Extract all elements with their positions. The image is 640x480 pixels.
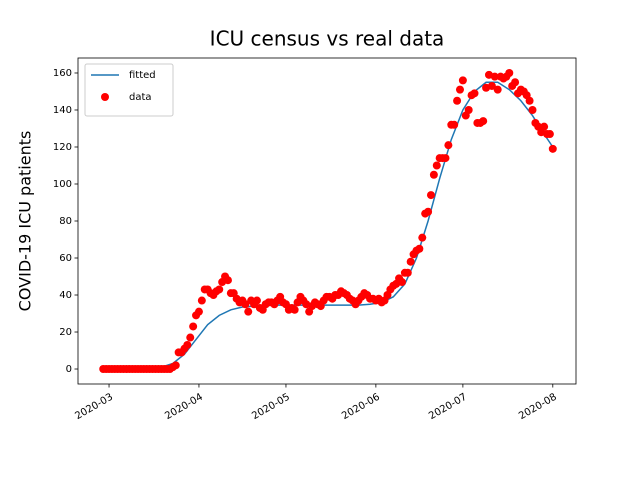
data-point <box>215 285 224 294</box>
data-point <box>406 257 415 266</box>
data-point <box>403 268 412 277</box>
data-point <box>464 105 473 114</box>
data-point <box>183 340 192 349</box>
data-point <box>525 96 534 105</box>
data-point <box>241 300 250 309</box>
legend-box <box>84 63 174 117</box>
data-point <box>415 244 424 253</box>
y-tick-label: 60 <box>59 253 72 264</box>
y-tick-label: 20 <box>59 327 72 338</box>
data-point <box>505 68 514 77</box>
data-point <box>244 307 253 316</box>
data-point <box>189 322 198 331</box>
y-tick-label: 80 <box>59 216 72 227</box>
data-point <box>441 154 450 163</box>
legend-label: data <box>129 92 152 103</box>
data-point <box>470 89 479 98</box>
y-tick-label: 40 <box>59 290 72 301</box>
legend-label: fitted <box>129 70 156 81</box>
axes-frame <box>77 57 577 385</box>
y-axis-label: COVID-19 ICU patients <box>16 131 35 312</box>
legend-marker <box>101 93 109 101</box>
data-point <box>426 191 435 200</box>
data-point <box>450 120 459 129</box>
y-tick-label: 140 <box>53 105 72 116</box>
data-point <box>252 296 261 305</box>
chart-title: ICU census vs real data <box>210 27 445 51</box>
data-point <box>197 296 206 305</box>
data-point <box>490 72 499 81</box>
data-point <box>487 81 496 90</box>
data-point <box>493 85 502 94</box>
data-point <box>540 122 549 131</box>
data-point <box>186 333 195 342</box>
data-point <box>223 276 232 285</box>
data-point <box>432 161 441 170</box>
data-point <box>171 361 180 370</box>
data-point <box>548 144 557 153</box>
y-tick-label: 0 <box>66 364 72 375</box>
data-point <box>429 170 438 179</box>
data-point <box>545 130 554 139</box>
data-point <box>455 85 464 94</box>
data-point <box>424 207 433 216</box>
data-point <box>397 278 406 287</box>
data-point <box>479 117 488 126</box>
y-tick-label: 160 <box>53 68 72 79</box>
fitted-line <box>103 81 554 370</box>
data-point <box>418 233 427 242</box>
data-point <box>511 78 520 87</box>
y-tick-label: 100 <box>53 179 72 190</box>
data-point <box>194 307 203 316</box>
data-point <box>444 141 453 150</box>
data-point <box>528 105 537 114</box>
y-tick-label: 120 <box>53 142 72 153</box>
data-point <box>453 96 462 105</box>
data-point <box>290 305 299 314</box>
data-point <box>458 76 467 85</box>
